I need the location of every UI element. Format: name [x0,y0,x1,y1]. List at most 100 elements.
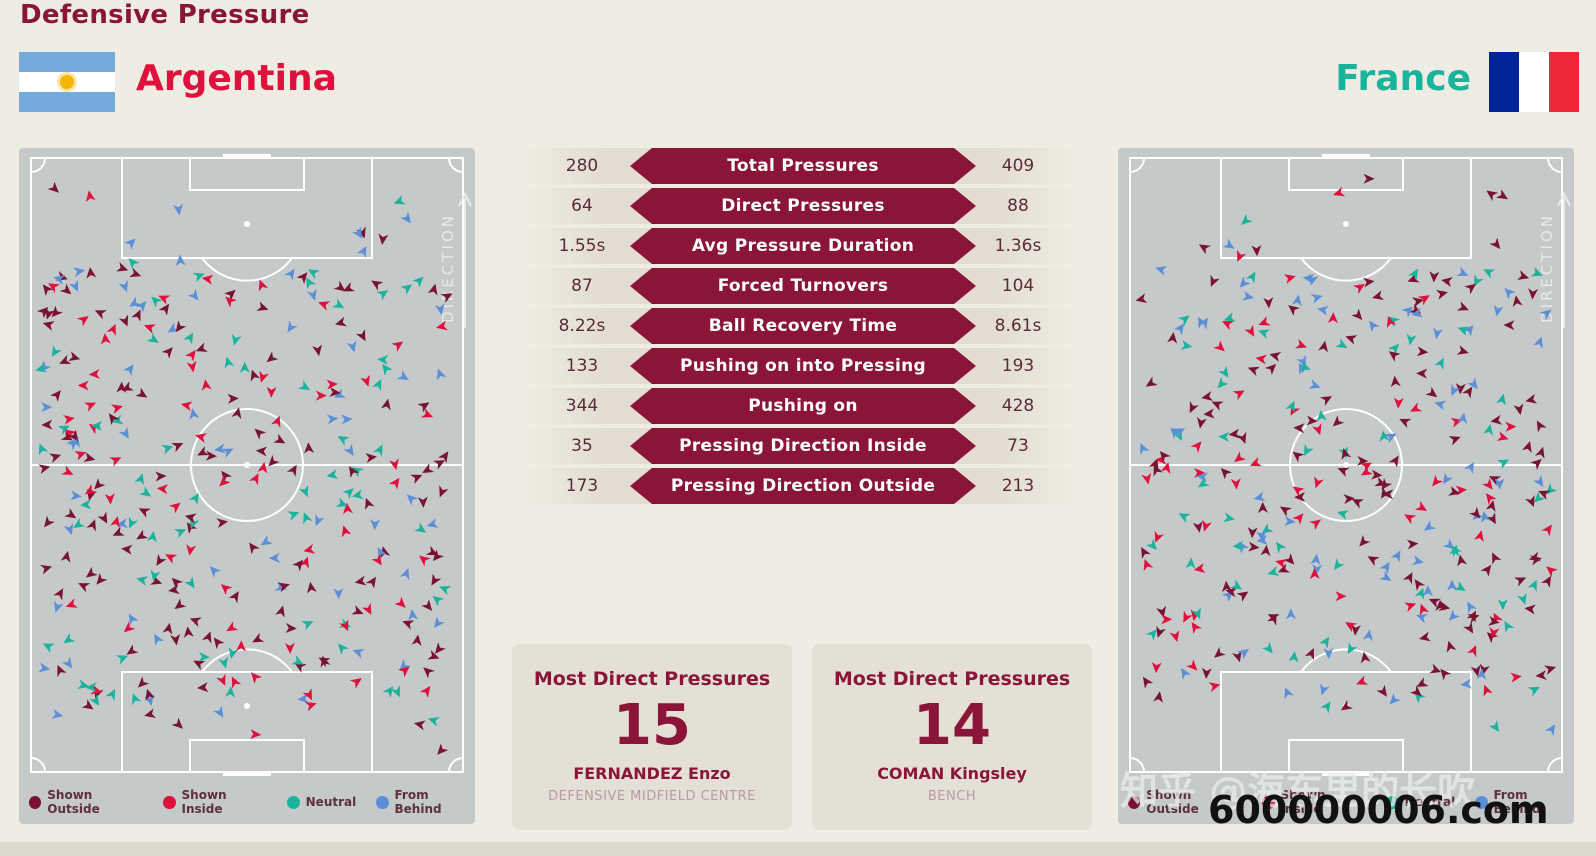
pressure-marker [131,309,141,322]
pressure-marker [298,484,309,498]
pressure-marker [1173,323,1185,336]
pressure-marker [88,368,100,379]
pressure-marker [301,621,314,631]
pressure-marker [134,473,145,486]
pressure-marker [1486,632,1499,644]
pressure-marker [129,267,142,278]
pressure-marker [1351,308,1363,321]
pressure-marker [249,542,260,555]
pressure-marker [1232,650,1242,663]
pressure-marker [307,288,317,301]
legend-label: Shown Outside [1146,788,1199,816]
pressure-marker [1492,552,1502,565]
pressure-marker [1218,431,1230,442]
pressure-marker [1402,572,1413,585]
pressure-marker [296,272,308,284]
pressure-marker [1388,455,1399,468]
pressure-marker [389,458,399,471]
away-stat-value: 73 [1007,436,1029,456]
pressure-marker [1486,190,1499,201]
pressure-marker [326,379,338,390]
pressure-marker [1451,545,1462,558]
home-stat-value: 344 [565,396,599,416]
pressure-marker [144,694,154,706]
stat-label: Pressing Direction Inside [630,428,976,464]
pressure-marker [338,643,349,656]
pressure-marker [437,743,449,755]
card-value: 14 [913,693,991,758]
pressure-marker [110,404,123,414]
stat-row: 280 Total Pressures 409 [522,148,1078,184]
pressure-marker [59,354,72,364]
pressure-marker [226,621,239,632]
pressure-marker [1221,580,1232,593]
pressure-marker [1462,325,1474,337]
pressure-marker [188,493,199,505]
pressure-marker [1417,295,1430,306]
pressure-marker [1530,266,1543,277]
pressure-marker [1142,676,1154,689]
pressure-marker [63,414,75,425]
pressure-marker [1440,668,1452,681]
pressure-marker [1379,561,1390,574]
pressure-marker [312,344,323,357]
pressure-marker [170,633,181,646]
pressure-marker [1493,612,1503,625]
pressure-marker [1514,577,1527,587]
pressure-marker [1485,493,1497,505]
card-title: Most Direct Pressures [533,668,771,690]
pressure-marker [197,682,209,693]
pressure-marker [436,368,447,381]
pressure-marker [406,494,419,506]
pressure-marker [365,497,375,510]
pressure-marker [110,516,120,528]
pressure-marker [183,626,194,638]
pressure-marker [1480,564,1492,577]
watermark-url: 600000006.com [1208,788,1549,832]
pressure-marker [1381,477,1393,490]
pressure-marker [304,442,315,454]
pressure-marker [425,545,438,556]
pressure-marker [304,701,317,712]
pressure-marker [1283,553,1295,565]
pressure-marker [42,284,54,297]
pressure-marker [128,258,140,270]
pressure-marker [1504,620,1515,633]
pressure-marker [1503,320,1515,331]
pressure-marker [1304,648,1314,661]
pressure-marker [1446,640,1457,653]
home-legend: Shown Outside Shown Inside Neutral From … [29,788,475,816]
pressure-marker [198,651,210,662]
pressure-marker [326,414,339,425]
pressure-marker [1319,396,1332,406]
pressure-marker [1464,283,1477,295]
pressure-marker [186,522,198,535]
pressure-markers [1135,173,1558,737]
pressure-marker [123,621,136,633]
pressure-marker [171,442,184,453]
pressure-marker [187,288,199,301]
pressure-marker [1284,516,1296,527]
pressure-marker [1244,324,1255,337]
pressure-marker [1343,494,1355,505]
pressure-marker [121,381,134,391]
pressure-marker [342,282,355,292]
pressure-marker [156,484,169,495]
pressure-marker [83,452,96,462]
pressure-marker [1527,579,1537,592]
pressure-marker [224,356,235,369]
pressure-marker [1275,558,1288,569]
pressure-marker [1486,512,1496,525]
card-title: Most Direct Pressures [833,668,1071,690]
pressure-marker [1462,386,1473,399]
pressure-marker [1541,524,1552,537]
pressure-marker [136,529,149,540]
pressure-marker [349,678,362,689]
pressure-marker [1425,386,1438,398]
pressure-marker [1359,535,1371,547]
pressure-marker [1261,641,1273,654]
pressure-marker [254,428,267,440]
legend-item-shown-inside: Shown Inside [1262,788,1365,816]
pressure-marker [339,619,349,632]
pressure-marker [1291,294,1302,307]
